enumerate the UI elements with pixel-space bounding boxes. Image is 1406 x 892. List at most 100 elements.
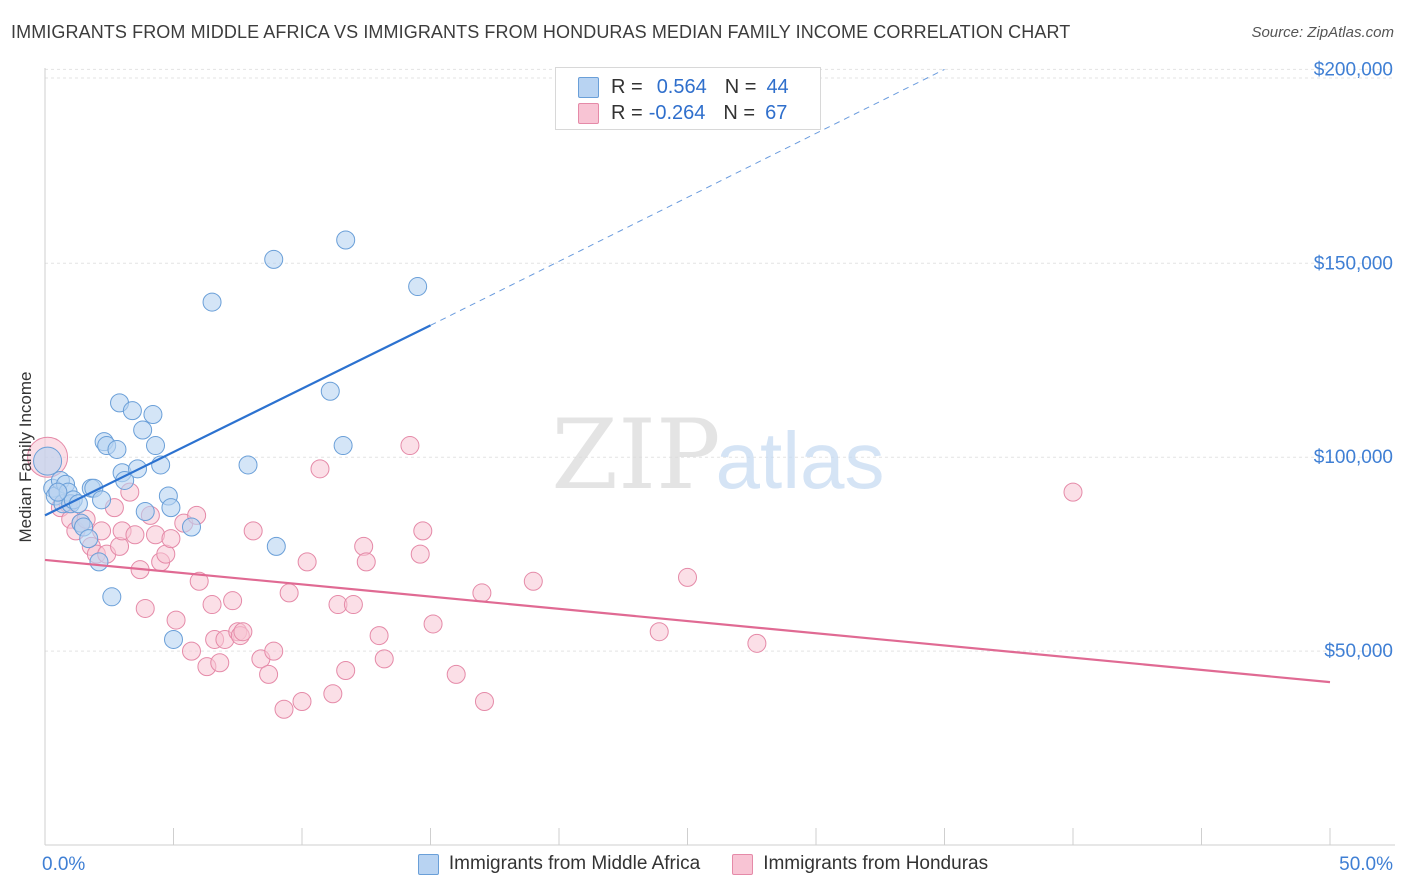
- honduras-trend-line: [44, 558, 1331, 684]
- middle-africa-point: [333, 436, 353, 456]
- honduras-point: [400, 436, 420, 456]
- honduras-point: [374, 649, 394, 669]
- middle-africa-point: [135, 501, 155, 521]
- honduras-point: [189, 571, 209, 591]
- honduras-point: [243, 521, 263, 541]
- source-credit: Source: ZipAtlas.com: [1251, 24, 1394, 41]
- honduras-point: [166, 610, 186, 630]
- honduras-point: [279, 583, 299, 603]
- middle-africa-point: [48, 482, 68, 502]
- middle-africa-point: [336, 230, 356, 250]
- honduras-point: [649, 622, 669, 642]
- middle-africa-point: [33, 446, 63, 476]
- middle-africa-point: [266, 536, 286, 556]
- middle-africa-point: [202, 292, 222, 312]
- n-label: N =: [724, 75, 757, 98]
- middle-africa-point: [238, 455, 258, 475]
- y-tick-label: $150,000: [1314, 253, 1393, 274]
- middle-africa-point: [122, 401, 142, 421]
- honduras-point: [369, 626, 389, 646]
- trend-lines: [44, 68, 1331, 684]
- y-tick-label: $200,000: [1314, 59, 1393, 80]
- middle-africa-trend-extension: [430, 68, 945, 326]
- y-tick-label: $100,000: [1314, 447, 1393, 468]
- middle-africa-point: [102, 587, 122, 607]
- honduras-point: [259, 664, 279, 684]
- honduras-point: [110, 536, 130, 556]
- honduras-point: [678, 567, 697, 587]
- middle-africa-trend-line: [44, 324, 431, 517]
- honduras-point: [474, 692, 494, 712]
- middle-africa-point: [68, 494, 88, 514]
- pink-swatch: [578, 102, 599, 124]
- legend-label-middle-africa: Immigrants from Middle Africa: [448, 853, 701, 874]
- middle-africa-point: [164, 629, 183, 649]
- r-value: -0.264: [648, 101, 706, 124]
- honduras-point: [264, 641, 284, 661]
- honduras-point: [297, 552, 317, 572]
- legend-label-honduras: Immigrants from Honduras: [763, 853, 989, 874]
- honduras-point: [310, 459, 330, 479]
- honduras-point: [356, 552, 376, 572]
- legend-item-middle-africa[interactable]: Immigrants from Middle Africa: [417, 853, 701, 875]
- r-label: R =: [611, 101, 643, 124]
- honduras-point: [202, 595, 222, 615]
- x-tick-label-max: 50.0%: [1339, 854, 1393, 875]
- tick-labels: $50,000 $100,000 $150,000 $200,000 0.0% 50.0%: [42, 59, 1393, 875]
- watermark-zip: ZIP: [551, 399, 720, 511]
- legend-item-honduras[interactable]: Immigrants from Honduras: [732, 853, 988, 875]
- honduras-point: [233, 622, 253, 642]
- middle-africa-point: [143, 405, 163, 425]
- honduras-point: [292, 692, 312, 712]
- middle-africa-point: [408, 277, 428, 297]
- blue-swatch: [417, 853, 439, 875]
- middle-africa-point: [79, 529, 99, 549]
- legend-row-middle-africa: R = 0.564 N = 44: [578, 75, 789, 99]
- gridlines: [45, 68, 1395, 652]
- middle-africa-point: [89, 552, 109, 572]
- honduras-point: [135, 598, 155, 618]
- chart-title: IMMIGRANTS FROM MIDDLE AFRICA VS IMMIGRA…: [11, 22, 1071, 42]
- honduras-point: [472, 583, 492, 603]
- honduras-point: [336, 660, 356, 680]
- blue-swatch: [578, 76, 599, 98]
- middle-africa-point: [181, 517, 201, 537]
- middle-africa-point: [92, 490, 112, 510]
- y-axis-label: Median Family Income: [16, 371, 35, 543]
- n-value: 44: [766, 75, 789, 98]
- middle-africa-point: [264, 249, 284, 269]
- watermark-atlas: atlas: [716, 416, 885, 505]
- honduras-point: [446, 664, 466, 684]
- honduras-point: [161, 529, 181, 549]
- series-legend: Immigrants from Middle Africa Immigrants…: [0, 851, 1406, 877]
- honduras-point: [747, 633, 767, 653]
- honduras-point: [423, 614, 443, 634]
- series-middle-africa-points: [33, 230, 428, 649]
- middle-africa-point: [107, 439, 127, 459]
- y-tick-label: $50,000: [1324, 641, 1393, 662]
- honduras-point: [1063, 482, 1083, 502]
- honduras-point: [413, 521, 433, 541]
- honduras-point: [274, 699, 294, 719]
- n-value: 67: [765, 101, 788, 124]
- middle-africa-point: [146, 436, 166, 456]
- honduras-point: [354, 536, 374, 556]
- middle-africa-point: [133, 420, 153, 440]
- n-label: N =: [723, 101, 756, 124]
- honduras-point: [210, 653, 230, 673]
- legend-row-honduras: R = -0.264 N = 67: [578, 101, 787, 125]
- correlation-legend: R = 0.564 N = 44 R = -0.264 N = 67: [555, 67, 821, 130]
- honduras-point: [323, 684, 343, 704]
- r-value: 0.564: [656, 75, 707, 98]
- honduras-point: [223, 591, 243, 611]
- honduras-point: [343, 595, 363, 615]
- x-tick-label-min: 0.0%: [42, 854, 85, 875]
- pink-swatch: [732, 853, 754, 875]
- r-label: R =: [611, 75, 643, 98]
- middle-africa-point: [320, 381, 340, 401]
- honduras-point: [125, 525, 145, 545]
- honduras-point: [523, 571, 543, 591]
- honduras-point: [410, 544, 430, 564]
- middle-africa-point: [161, 498, 181, 518]
